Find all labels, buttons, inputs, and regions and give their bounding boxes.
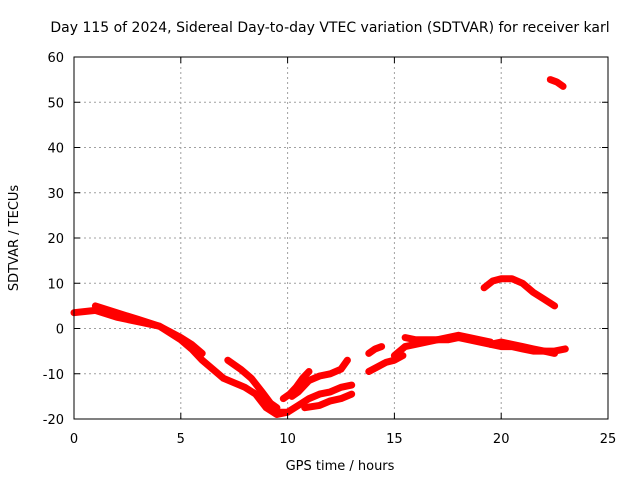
y-tick-label: -20 xyxy=(43,413,64,428)
x-tick-label: 15 xyxy=(386,432,403,447)
y-axis-label: SDTVAR / TECUs xyxy=(7,185,22,292)
x-tick-label: 10 xyxy=(279,432,296,447)
series-track-5 xyxy=(288,356,351,400)
y-tick-label: 0 xyxy=(56,323,64,338)
chart-title: Day 115 of 2024, Sidereal Day-to-day VTE… xyxy=(50,20,609,36)
series-layer xyxy=(70,76,569,418)
axis-ticks xyxy=(73,56,609,420)
y-tick-label: -10 xyxy=(43,368,64,383)
series-track-4 xyxy=(273,381,356,416)
grid xyxy=(74,57,608,419)
series-track-11 xyxy=(401,331,494,346)
x-tick-labels: 0 5 10 15 20 25 xyxy=(70,432,616,447)
y-tick-label: 60 xyxy=(47,51,64,66)
series-track-8 xyxy=(365,352,407,375)
x-tick-label: 20 xyxy=(493,432,510,447)
series-track-7 xyxy=(279,368,313,403)
y-tick-label: 50 xyxy=(47,96,64,111)
series-track-14 xyxy=(546,76,567,90)
x-tick-label: 0 xyxy=(70,432,78,447)
series-track-12 xyxy=(487,338,559,357)
y-tick-label: 40 xyxy=(47,142,64,157)
x-tick-label: 25 xyxy=(600,432,617,447)
series-track-13 xyxy=(480,275,559,310)
x-axis-label: GPS time / hours xyxy=(286,459,395,474)
y-tick-label: 20 xyxy=(47,232,64,247)
series-track-2 xyxy=(91,302,206,357)
series-track-3 xyxy=(224,356,281,412)
y-tick-label: 10 xyxy=(47,277,64,292)
series-track-9 xyxy=(365,343,386,357)
y-tick-label: 30 xyxy=(47,187,64,202)
series-track-6 xyxy=(301,390,356,412)
x-tick-label: 5 xyxy=(177,432,185,447)
y-tick-labels: -20 -10 0 10 20 30 40 50 60 xyxy=(43,51,64,428)
